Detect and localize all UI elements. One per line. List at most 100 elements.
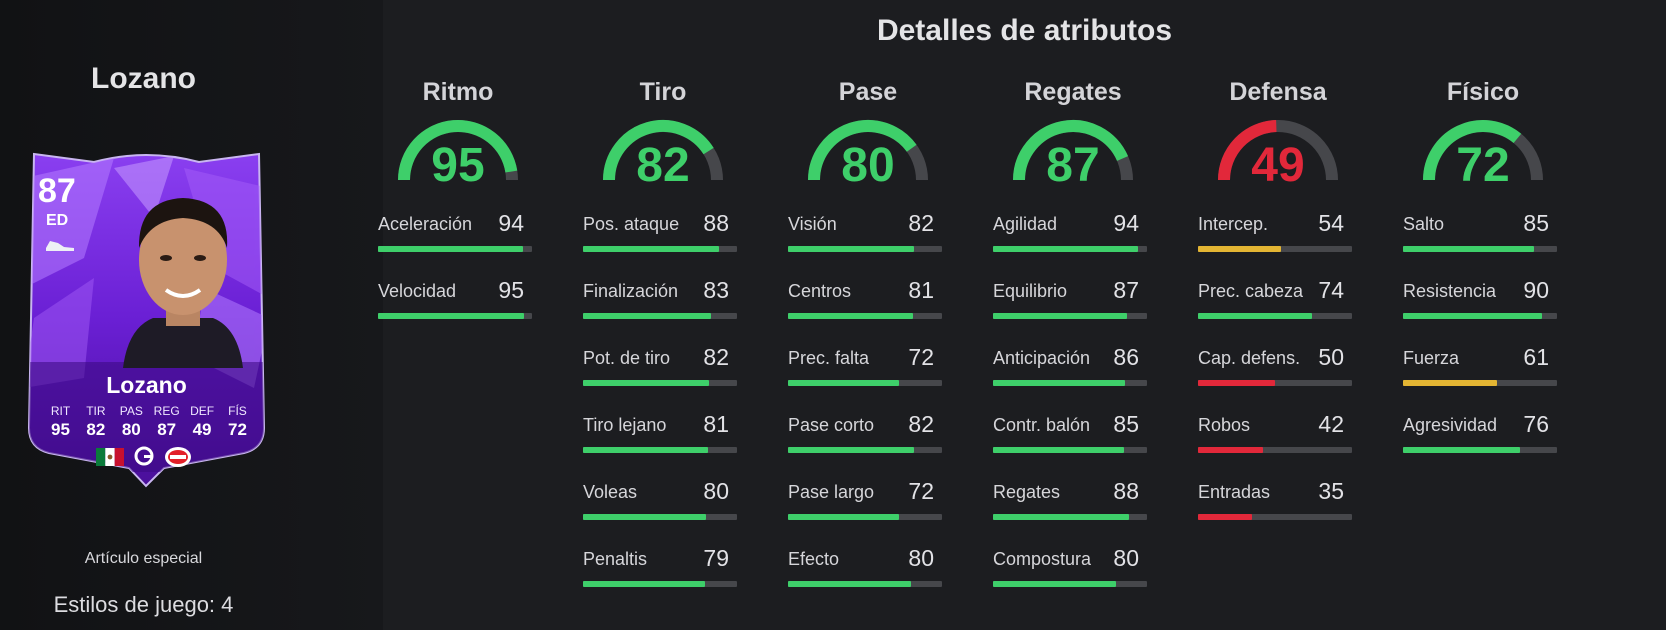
attribute-value: 94 <box>1113 210 1139 236</box>
attribute-label: Agilidad <box>993 214 1058 234</box>
card-stat-def: DEF 49 <box>186 404 219 440</box>
attribute-bar-fill <box>583 246 719 252</box>
card-stat-value: 72 <box>227 420 247 439</box>
attribute-bar-fill <box>1198 514 1252 520</box>
card-stat-label: DEF <box>190 404 215 418</box>
attribute-value: 95 <box>498 277 524 303</box>
eredivisie-logo-icon <box>133 446 155 473</box>
category-gauge: 87 <box>983 118 1163 200</box>
category-rating: 80 <box>841 139 895 192</box>
card-stat-value: 95 <box>51 420 70 439</box>
attribute-bar <box>1403 447 1557 453</box>
attribute-value: 85 <box>1523 210 1549 236</box>
attribute-label: Voleas <box>583 482 638 502</box>
player-card[interactable]: 87 ED Lozano RIT 95 TIR 82 PAS 80 REG 87 DEF 49 FÍ… <box>24 148 269 490</box>
attribute-row: Intercep. 54 <box>1198 206 1358 273</box>
attribute-label: Agresividad <box>1403 415 1498 435</box>
card-stat-label: FÍS <box>228 404 247 418</box>
attribute-bar <box>993 514 1147 520</box>
category-rating: 82 <box>636 139 690 192</box>
category-rating: 87 <box>1046 139 1100 192</box>
attribute-value: 80 <box>703 478 729 504</box>
attribute-bar <box>583 246 737 252</box>
attribute-row: Voleas 80 <box>583 474 743 541</box>
attribute-label: Compostura <box>993 549 1092 569</box>
attribute-bar-fill <box>1198 447 1263 453</box>
attribute-row: Visión 82 <box>788 206 948 273</box>
attribute-bar-fill <box>1198 246 1282 252</box>
attribute-bar-fill <box>788 447 915 453</box>
attribute-bar <box>1198 380 1352 386</box>
psv-club-icon <box>164 446 192 473</box>
gauge-fill <box>1423 120 1522 181</box>
attribute-value: 82 <box>703 344 729 370</box>
attribute-bar-fill <box>583 313 711 319</box>
attribute-value: 79 <box>703 545 729 571</box>
attributes-panel: Detalles de atributos Ritmo 95 Aceleración… <box>378 0 1666 630</box>
attribute-value: 42 <box>1318 411 1344 437</box>
attribute-label: Entradas <box>1198 482 1271 502</box>
attribute-bar <box>993 246 1147 252</box>
attribute-value: 83 <box>703 277 729 303</box>
attribute-row: Efecto 80 <box>788 541 948 608</box>
attribute-value: 90 <box>1523 277 1549 303</box>
attribute-bar-fill <box>993 514 1129 520</box>
attribute-bar-fill <box>1403 246 1534 252</box>
category-rating: 95 <box>431 139 485 192</box>
mexico-flag-icon <box>96 448 124 471</box>
attribute-bar-fill <box>993 313 1127 319</box>
attribute-bar <box>993 447 1147 453</box>
attribute-value: 94 <box>498 210 524 236</box>
attribute-label: Equilibrio <box>993 281 1068 301</box>
attribute-column-5: Físico 72 Salto 85 Resistencia 90 Fuerza 61 Agre… <box>1403 78 1563 474</box>
attribute-bar-fill <box>788 246 915 252</box>
attribute-label: Fuerza <box>1403 348 1460 368</box>
attribute-row: Resistencia 90 <box>1403 273 1563 340</box>
attribute-bar-fill <box>378 313 525 319</box>
attribute-row: Centros 81 <box>788 273 948 340</box>
attribute-bar <box>378 313 532 319</box>
attribute-label: Regates <box>993 482 1061 502</box>
card-stats: RIT 95 TIR 82 PAS 80 REG 87 DEF 49 FÍS 72 <box>44 404 254 440</box>
gauge-fill <box>398 120 518 181</box>
attribute-bar <box>1403 380 1557 386</box>
attribute-value: 35 <box>1318 478 1344 504</box>
player-name-heading: Lozano <box>91 62 196 95</box>
category-gauge: 80 <box>778 118 958 200</box>
gauge-fill <box>1013 120 1129 181</box>
attribute-value: 88 <box>703 210 729 236</box>
attribute-label: Intercep. <box>1198 214 1269 234</box>
category-gauge: 95 <box>368 118 548 200</box>
attribute-label: Anticipación <box>993 348 1091 368</box>
card-position: ED <box>46 212 69 229</box>
attribute-bar-fill <box>1403 447 1521 453</box>
attribute-column-0: Ritmo 95 Aceleración 94 Velocidad 95 <box>378 78 538 340</box>
player-portrait <box>108 178 258 368</box>
attribute-bar <box>788 581 942 587</box>
attribute-bar <box>788 447 942 453</box>
attribute-bar <box>993 380 1147 386</box>
attribute-label: Pos. ataque <box>583 214 680 234</box>
category-title: Defensa <box>1229 78 1327 106</box>
gauge-fill <box>808 120 917 181</box>
card-stat-pas: PAS 80 <box>115 404 148 440</box>
attribute-value: 85 <box>1113 411 1139 437</box>
attribute-bar-fill <box>583 380 710 386</box>
boot-icon <box>44 238 76 252</box>
player-panel: Lozano <box>0 0 383 630</box>
attribute-value: 82 <box>908 210 934 236</box>
attribute-bar-fill <box>583 447 708 453</box>
attribute-bar <box>993 313 1147 319</box>
card-stat-label: TIR <box>86 404 106 418</box>
attribute-bar-fill <box>993 447 1124 453</box>
attribute-row: Salto 85 <box>1403 206 1563 273</box>
attribute-bar <box>1198 246 1352 252</box>
attribute-row: Cap. defens. 50 <box>1198 340 1358 407</box>
category-rating: 49 <box>1251 139 1305 192</box>
attribute-row: Pase corto 82 <box>788 407 948 474</box>
attribute-label: Velocidad <box>378 281 457 301</box>
attribute-label: Finalización <box>583 281 679 301</box>
attribute-row: Tiro lejano 81 <box>583 407 743 474</box>
playstyles-count[interactable]: Estilos de juego: 4 <box>53 592 234 617</box>
